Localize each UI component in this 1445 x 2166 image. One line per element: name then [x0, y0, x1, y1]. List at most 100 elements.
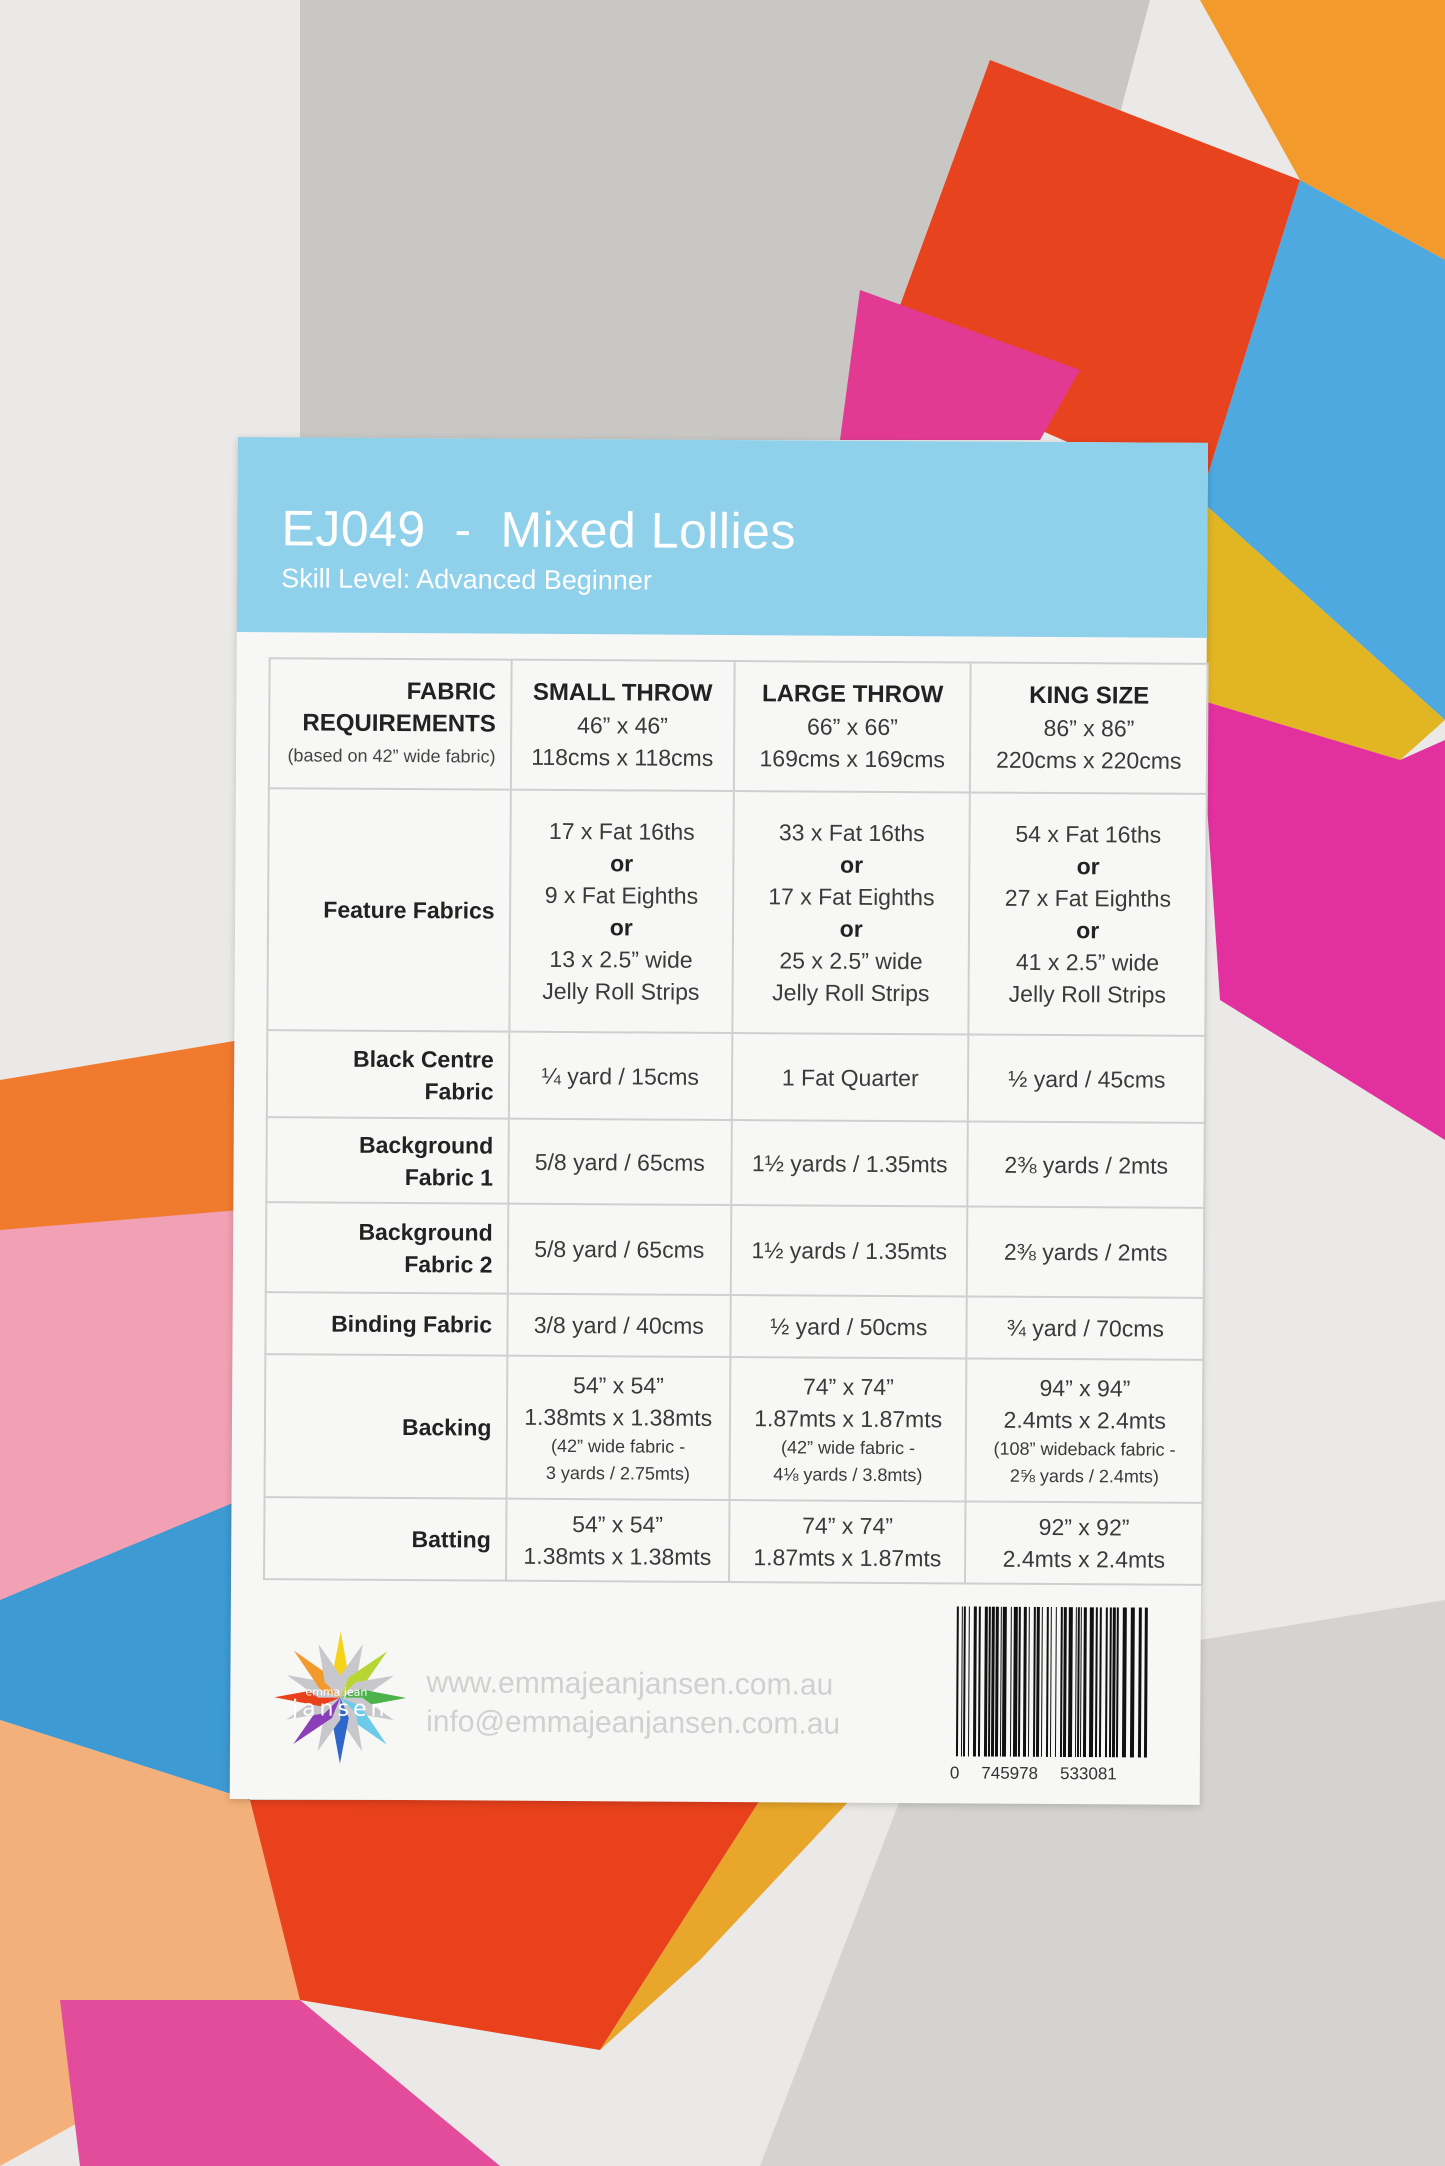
corner-heading: REQUIREMENTS [302, 709, 496, 738]
column-name: SMALL THROW [532, 678, 713, 707]
table-row: Binding Fabric 3/8 yard / 40cms ½ yard / 5… [265, 1292, 1204, 1360]
pattern-title: EJ049 - Mixed Lollies [281, 500, 797, 560]
cell-line: 74” x 74” [802, 1372, 894, 1400]
cell-note: 2⅝ yards / 2.4mts) [1009, 1465, 1159, 1487]
cell-line: 2⅜ yards / 2mts [1004, 1151, 1169, 1179]
cell-line: 3/8 yard / 40cms [533, 1311, 704, 1339]
cell-line: 2.4mts x 2.4mts [1003, 1406, 1166, 1434]
barcode-bar [1129, 1607, 1135, 1758]
table-cell: 1½ yards / 1.35mts [730, 1205, 968, 1297]
cell-line: 1½ yards / 1.35mts [751, 1149, 948, 1177]
cell-line: 1.87mts x 1.87mts [754, 1404, 943, 1432]
table-header-row: FABRIC REQUIREMENTS (based on 42” wide fab… [268, 658, 1208, 794]
cell-line: 5/8 yard / 65cms [534, 1148, 705, 1176]
barcode-bars [955, 1606, 1148, 1758]
table-cell: 17 x Fat 16ths or 9 x Fat Eighths or 13 x 2.… [508, 789, 734, 1034]
row-label: Binding Fabric [265, 1292, 508, 1356]
table-cell: 74” x 74” 1.87mts x 1.87mts (42” wide fabr… [729, 1357, 967, 1502]
row-label: Background Fabric 1 [266, 1117, 509, 1204]
table-cell: ½ yard / 50cms [730, 1295, 968, 1359]
email-link[interactable]: info@emmajeanjansen.com.au [426, 1705, 841, 1741]
barcode-bar [977, 1606, 981, 1757]
cell-note: 4⅛ yards / 3.8mts) [773, 1463, 923, 1485]
size-inches: 86” x 86” [1043, 714, 1135, 742]
size-cms: 118cms x 118cms [531, 743, 714, 771]
barcode-bar [972, 1606, 977, 1757]
cell-line: or [609, 914, 633, 941]
cell-line: 17 x Fat Eighths [768, 883, 935, 911]
cell-line: ½ yard / 45cms [1008, 1065, 1166, 1093]
cell-line: 9 x Fat Eighths [544, 881, 699, 909]
cell-line: or [839, 915, 863, 942]
table-cell: 74” x 74” 1.87mts x 1.87mts [728, 1500, 966, 1584]
corner-cell: FABRIC REQUIREMENTS (based on 42” wide fab… [268, 658, 512, 790]
barcode-bar [1001, 1606, 1007, 1757]
cell-line: or [840, 851, 864, 878]
cell-line: 54” x 54” [572, 1371, 664, 1399]
barcode-bar [1032, 1606, 1036, 1757]
barcode-bar [1067, 1607, 1073, 1758]
barcode-bar [1143, 1607, 1148, 1758]
logo-star-point [318, 1643, 341, 1698]
row-label: Background Fabric 2 [265, 1202, 508, 1294]
barcode-bar [1076, 1607, 1080, 1758]
cell-line: 54” x 54” [572, 1511, 664, 1538]
corner-note: (based on 42” wide fabric) [287, 745, 496, 767]
cell-note: 3 yards / 2.75mts) [545, 1462, 691, 1484]
fabric-requirements-table: FABRIC REQUIREMENTS (based on 42” wide fab… [263, 657, 1209, 1586]
barcode-bar [1054, 1607, 1057, 1758]
barcode-bar [1094, 1607, 1098, 1758]
cell-line: 1.38mts x 1.38mts [523, 1542, 712, 1570]
size-inches: 46” x 46” [577, 712, 668, 739]
column-header: KING SIZE 86” x 86” 220cms x 220cms [970, 662, 1208, 794]
cell-line: 13 x 2.5” wide [549, 945, 693, 973]
cell-line: ¼ yard / 15cms [541, 1062, 700, 1090]
barcode-digit: 745978 [981, 1763, 1039, 1783]
table-cell: 94” x 94” 2.4mts x 2.4mts (108” wideback f… [965, 1358, 1204, 1503]
barcode-digit: 533081 [1059, 1764, 1117, 1784]
cell-line: or [610, 850, 634, 877]
barcode-bar [960, 1606, 963, 1757]
cell-line: 33 x Fat 16ths [778, 819, 925, 847]
barcode-bar [955, 1606, 959, 1757]
cell-line: 1 Fat Quarter [781, 1063, 919, 1091]
header-band: EJ049 - Mixed Lollies Skill Level: Advan… [236, 437, 1208, 638]
cell-note: (42” wide fabric - [780, 1436, 916, 1458]
table-cell: 2⅜ yards / 2mts [967, 1121, 1205, 1208]
table-cell: 54” x 54” 1.38mts x 1.38mts [505, 1498, 730, 1583]
cell-line: 92” x 92” [1038, 1513, 1130, 1541]
cell-line: 54 x Fat 16ths [1015, 820, 1162, 848]
cell-line: ½ yard / 50cms [770, 1313, 928, 1341]
cell-line: or [1076, 853, 1100, 880]
cell-line: 5/8 yard / 65cms [534, 1235, 705, 1263]
barcode-bar [1108, 1607, 1112, 1758]
table-cell: 5/8 yard / 65cms [507, 1203, 732, 1296]
barcode-bar [1045, 1606, 1049, 1757]
barcode-bar [1082, 1607, 1087, 1758]
barcode-bar [1115, 1607, 1119, 1758]
size-cms: 169cms x 169cms [759, 745, 945, 773]
table-row: Black Centre Fabric ¼ yard / 15cms 1 Fat Q… [266, 1030, 1206, 1123]
cell-line: 1.87mts x 1.87mts [753, 1544, 942, 1572]
svg-text:jansen: jansen [291, 1696, 389, 1722]
barcode-bar [1017, 1606, 1021, 1757]
row-label: Batting [264, 1497, 507, 1581]
table-cell: ¾ yard / 70cms [966, 1296, 1204, 1360]
cell-line: 17 x Fat 16ths [548, 817, 695, 845]
barcode-bar [1027, 1606, 1030, 1757]
table-cell: 54 x Fat 16ths or 27 x Fat Eighths or 41 x 2… [968, 792, 1207, 1036]
table-cell: 1½ yards / 1.35mts [731, 1120, 969, 1207]
cell-line: 2⅜ yards / 2mts [1003, 1238, 1168, 1266]
table-cell: 54” x 54” 1.38mts x 1.38mts (42” wide fabr… [506, 1355, 731, 1501]
cell-line: 25 x 2.5” wide [779, 947, 923, 975]
barcode-bar [1079, 1607, 1082, 1758]
cell-line: or [1076, 917, 1100, 944]
emma-jean-jansen-logo: emma jean jansen [274, 1631, 407, 1764]
website-link[interactable]: www.emmajeanjansen.com.au [426, 1666, 834, 1702]
corner-heading: FABRIC [406, 678, 497, 706]
cell-line: 94” x 94” [1039, 1374, 1131, 1401]
table-cell: 2⅜ yards / 2mts [967, 1206, 1205, 1298]
barcode-bar [1059, 1607, 1063, 1758]
barcode: 0 745978 533081 [950, 1606, 1151, 1784]
barcode-bar [990, 1606, 995, 1757]
